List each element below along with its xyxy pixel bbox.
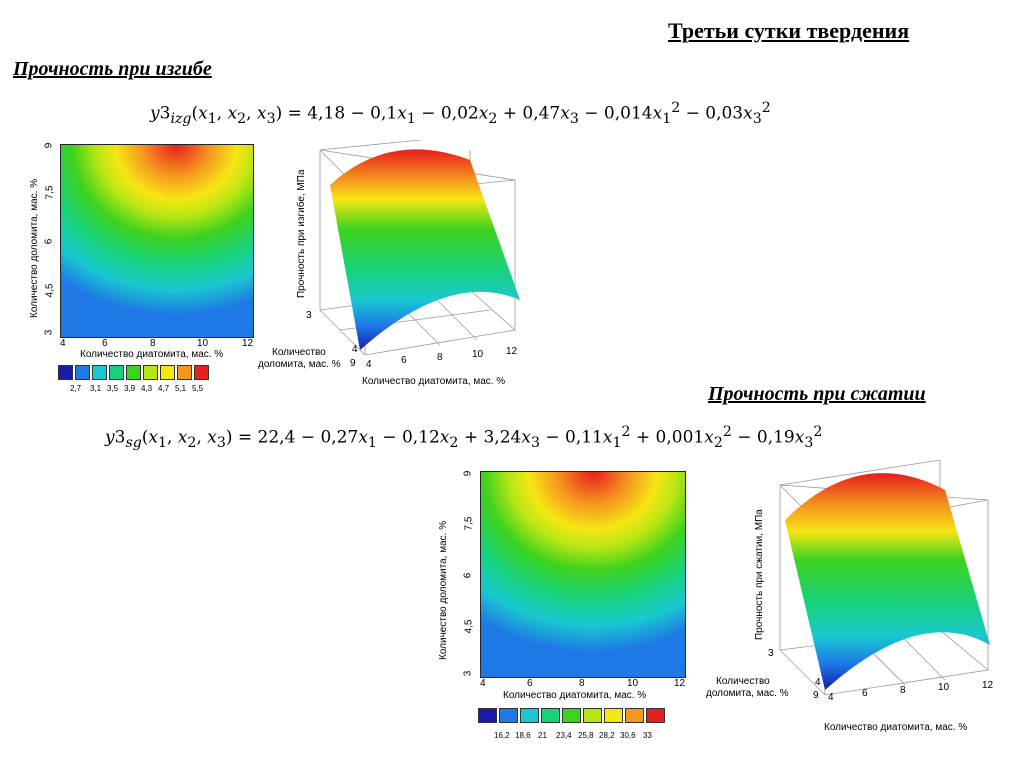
xtick: 8	[437, 352, 443, 363]
legend-swatch	[625, 708, 644, 723]
xtick: 10	[627, 678, 639, 689]
compression-formula: y3sg(x1, x2, x3) = 22,4 − 0,27x1 − 0,12x…	[105, 424, 823, 452]
bending-surface-ylabel-2: доломита, мас. %	[258, 359, 341, 370]
legend-swatch	[160, 365, 175, 380]
ytick: 4,5	[463, 619, 475, 634]
compression-contour-shade	[480, 471, 684, 676]
compression-legend	[478, 708, 667, 723]
legend-label: 21	[538, 731, 547, 740]
legend-label: 3,5	[107, 384, 119, 393]
legend-label: 16,2	[494, 731, 510, 740]
xtick: 4	[480, 678, 486, 689]
legend-swatch	[75, 365, 90, 380]
xtick: 6	[401, 355, 407, 366]
xtick: 4	[366, 359, 372, 370]
legend-label: 23,4	[556, 731, 572, 740]
ytick: 6	[43, 238, 55, 245]
bending-formula: y3izg(x1, x2, x3) = 4,18 − 0,1x1 − 0,02x…	[150, 100, 771, 128]
ytick: 9	[43, 142, 55, 149]
legend-label: 25,8	[578, 731, 594, 740]
legend-label: 4,7	[158, 384, 170, 393]
ztick: 3	[306, 310, 312, 321]
legend-label: 30,6	[620, 731, 636, 740]
legend-label: 3,9	[124, 384, 136, 393]
legend-swatch	[92, 365, 107, 380]
legend-swatch	[126, 365, 141, 380]
ytick: 3	[462, 670, 474, 677]
legend-swatch	[143, 365, 158, 380]
ytick: 4	[352, 344, 358, 355]
bending-surface	[330, 149, 520, 350]
legend-swatch	[478, 708, 497, 723]
ytick: 4	[815, 677, 821, 688]
legend-label: 18,6	[515, 731, 531, 740]
xtick: 10	[938, 682, 950, 693]
bending-surface-xlabel: Количество диатомита, мас. %	[362, 376, 506, 387]
ytick: 7,5	[463, 516, 475, 531]
xtick: 8	[150, 338, 156, 349]
compression-surface	[785, 473, 990, 690]
bending-contour-shade	[60, 144, 252, 336]
bending-heading: Прочность при изгибе	[13, 58, 212, 80]
xtick: 8	[579, 678, 585, 689]
ytick: 9	[350, 358, 356, 369]
bending-surface-zlabel: Прочность при изгибе, МПа	[296, 169, 307, 298]
ytick: 4,5	[44, 283, 56, 298]
xtick: 4	[828, 692, 834, 703]
legend-swatch	[177, 365, 192, 380]
legend-label: 5,1	[175, 384, 187, 393]
xtick: 12	[506, 346, 518, 357]
legend-swatch	[604, 708, 623, 723]
ytick: 6	[462, 572, 474, 579]
compression-contour-xlabel: Количество диатомита, мас. %	[503, 690, 647, 701]
bending-surface-plot	[319, 140, 520, 356]
legend-swatch	[194, 365, 209, 380]
xtick: 6	[527, 678, 533, 689]
xtick: 6	[862, 688, 868, 699]
bending-surface-ylabel-1: Количество	[272, 347, 326, 358]
ytick: 9	[462, 470, 474, 477]
legend-swatch	[541, 708, 560, 723]
ztick: 3	[768, 648, 774, 659]
compression-surface-xlabel: Количество диатомита, мас. %	[824, 722, 968, 733]
ytick: 9	[813, 690, 819, 701]
compression-surface-plot	[779, 459, 990, 696]
bending-contour-xlabel: Количество диатомита, мас. %	[80, 349, 224, 360]
compression-heading: Прочность при сжатии	[708, 383, 926, 405]
legend-label: 28,2	[599, 731, 615, 740]
legend-label: 4,3	[141, 384, 153, 393]
legend-swatch	[583, 708, 602, 723]
legend-swatch	[109, 365, 124, 380]
ytick: 7,5	[44, 185, 56, 200]
legend-swatch	[562, 708, 581, 723]
compression-contour-ylabel: Количество доломита, мас. %	[438, 520, 449, 660]
xtick: 10	[472, 349, 484, 360]
legend-label: 33	[643, 731, 652, 740]
xtick: 8	[900, 685, 906, 696]
ytick: 3	[43, 329, 55, 336]
xtick: 12	[982, 680, 994, 691]
compression-surface-ylabel-1: Количество	[716, 676, 770, 687]
xtick: 12	[242, 338, 254, 349]
xtick: 4	[60, 338, 66, 349]
bending-legend	[58, 365, 211, 380]
legend-label: 2,7	[70, 384, 82, 393]
compression-surface-zlabel: Прочность при сжатии, МПа	[754, 509, 765, 640]
legend-label: 5,5	[192, 384, 204, 393]
compression-surface-ylabel-2: доломита, мас. %	[706, 688, 789, 699]
xtick: 12	[674, 678, 686, 689]
legend-swatch	[646, 708, 665, 723]
legend-label: 3,1	[90, 384, 102, 393]
legend-swatch	[499, 708, 518, 723]
legend-swatch	[58, 365, 73, 380]
xtick: 10	[197, 338, 209, 349]
legend-swatch	[520, 708, 539, 723]
page-title: Третьи сутки твердения	[668, 18, 910, 43]
bending-contour-ylabel: Количество доломита, мас. %	[29, 178, 40, 318]
xtick: 6	[102, 338, 108, 349]
